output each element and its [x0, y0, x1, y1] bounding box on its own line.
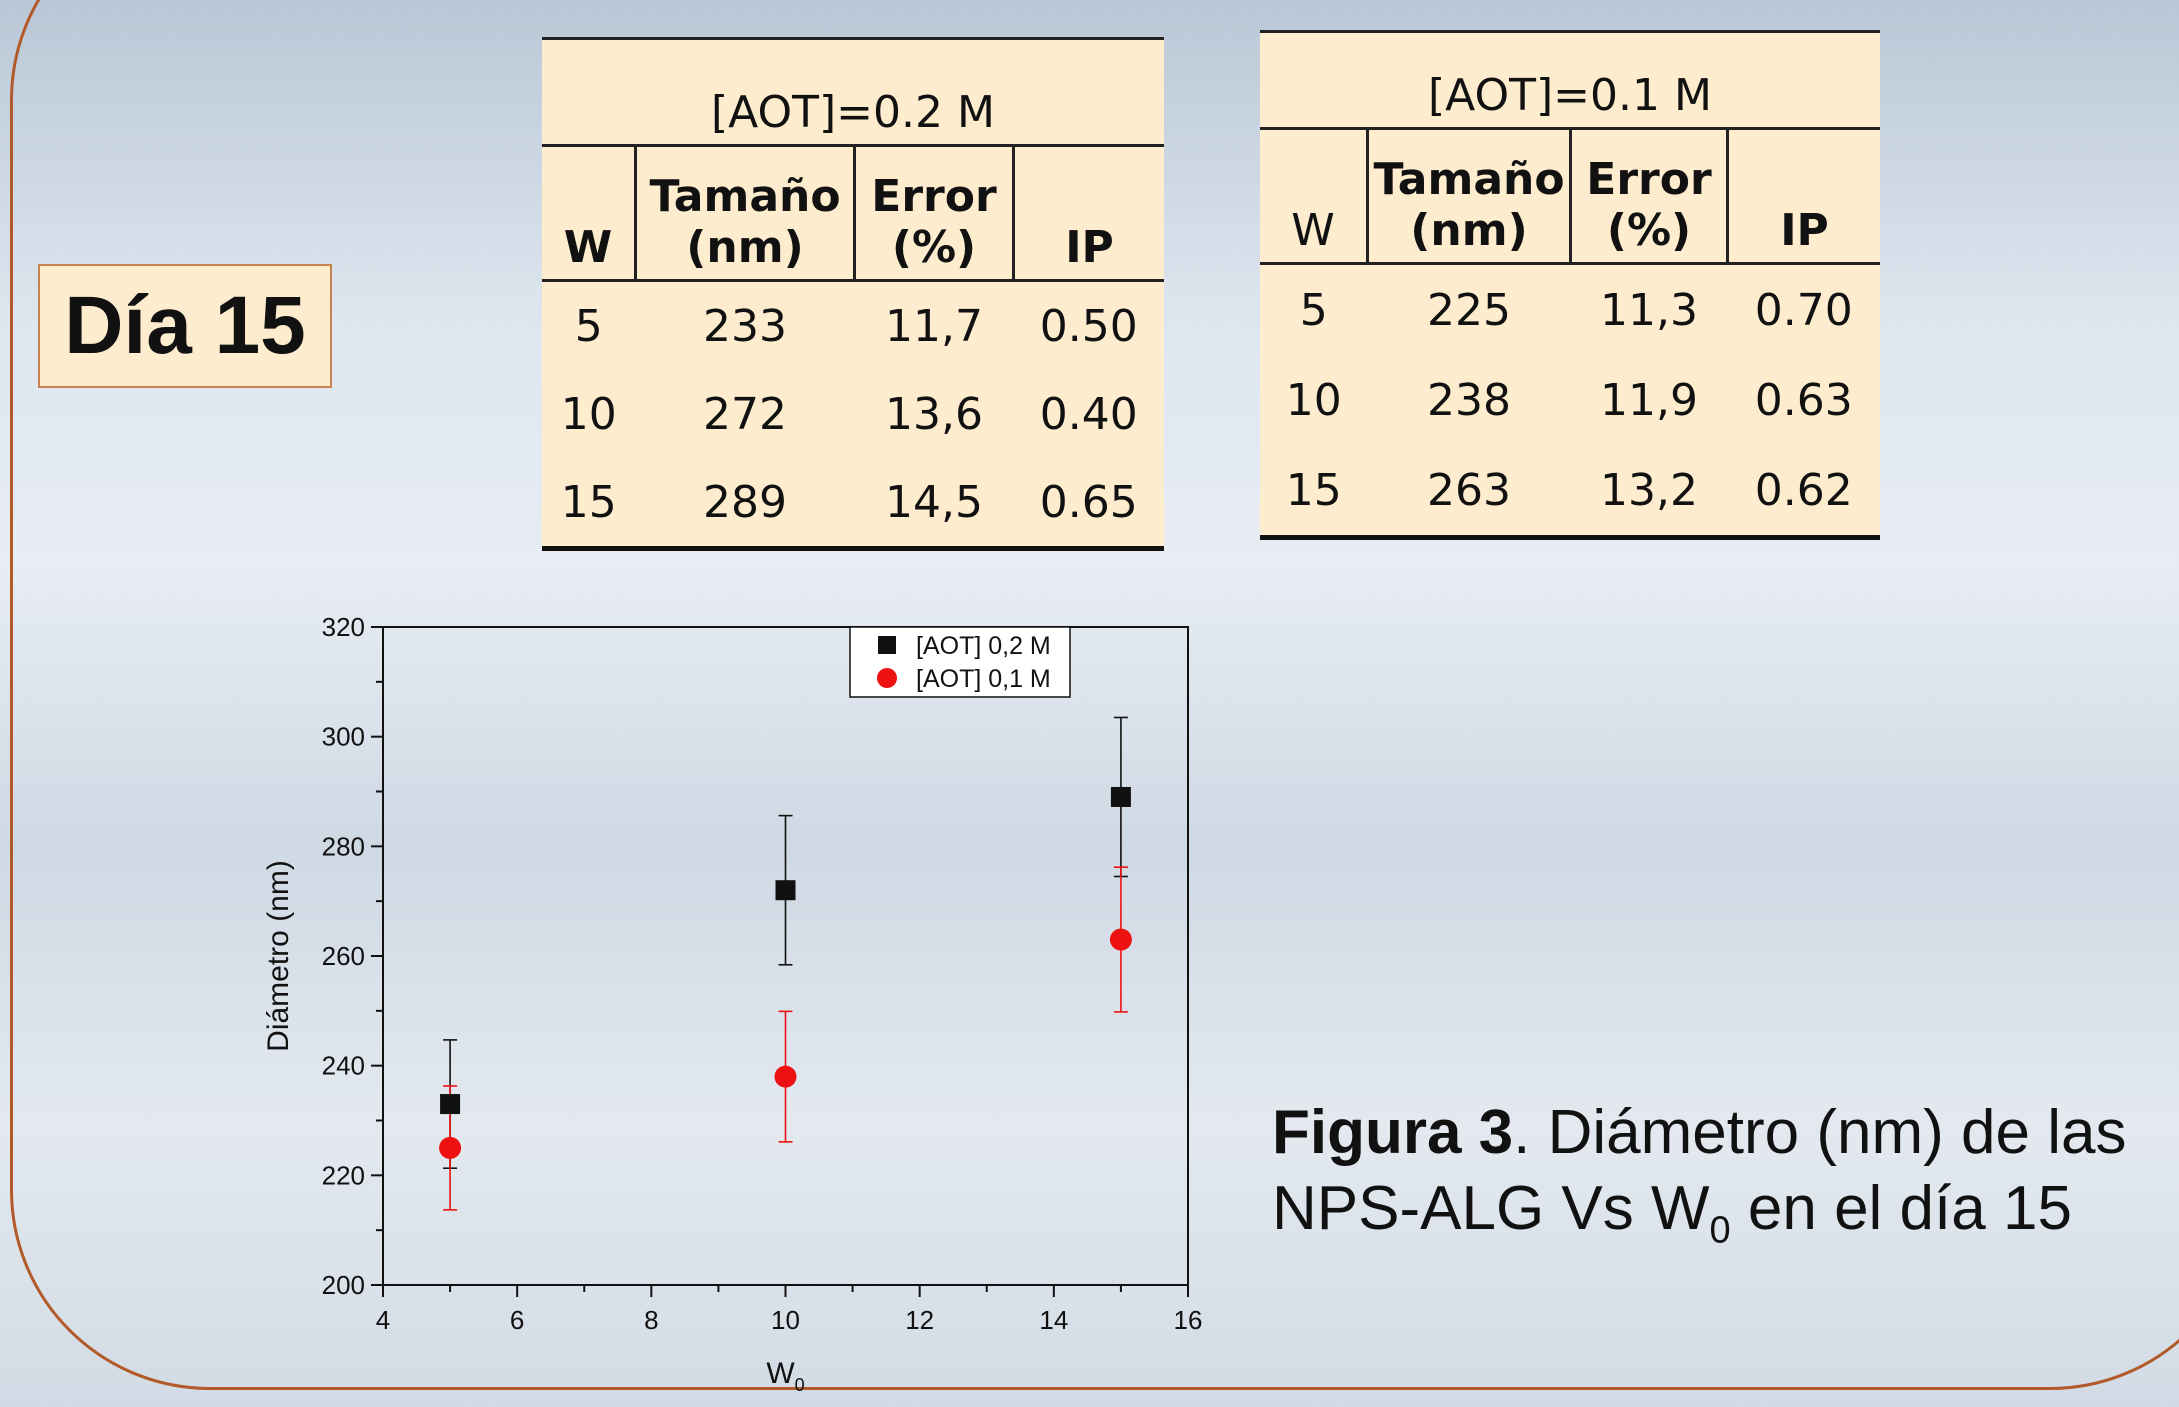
x-axis-label: W0: [766, 1357, 804, 1395]
col-header-ip: IP: [1726, 128, 1880, 265]
cell: 225: [1427, 284, 1511, 336]
cell: 15: [1260, 445, 1368, 540]
legend-marker-square: [878, 636, 896, 654]
cell: 5: [574, 300, 603, 352]
x-tick-label: 14: [1039, 1305, 1068, 1335]
table-row: 5 233 11,7 0.50: [542, 281, 1164, 371]
caption-text-end: en el día 15: [1730, 1174, 2072, 1243]
caption-text: . Diámetro (nm) de las NPS-ALG Vs W: [1272, 1098, 2127, 1243]
cell: 233: [703, 300, 787, 352]
table-aot-0-1: [AOT]=0.1 M W Tamaño (nm) Error (%) IP 5…: [1260, 30, 1880, 540]
data-point-circle: [774, 1065, 797, 1088]
cell: 14,5: [854, 458, 1014, 551]
cell: 5: [1299, 284, 1328, 336]
data-point-square: [1110, 786, 1131, 807]
day-label: Día 15: [38, 264, 332, 388]
table-aot-0-2: [AOT]=0.2 M W Tamaño (nm) Error (%) IP 5…: [542, 37, 1164, 551]
table-row: 10 272 13,6 0.40: [542, 370, 1164, 458]
table-caption: [AOT]=0.2 M: [542, 37, 1164, 147]
y-tick-label: 280: [322, 831, 365, 861]
figure-caption: Figura 3. Diámetro (nm) de las NPS-ALG V…: [1272, 1095, 2172, 1268]
table-row: 15 263 13,2 0.62: [1260, 445, 1880, 540]
x-tick-label: 8: [644, 1305, 658, 1335]
table-caption: [AOT]=0.1 M: [1260, 30, 1880, 130]
cell: 0.70: [1754, 284, 1853, 336]
cell: 10: [1285, 374, 1342, 426]
y-axis-label: Diámetro (nm): [262, 860, 295, 1052]
table-row: 15 289 14,5 0.65: [542, 458, 1164, 551]
data-point-square: [775, 880, 796, 901]
y-tick-label: 300: [322, 722, 365, 752]
table-row: 10 238 11,9 0.63: [1260, 355, 1880, 445]
x-tick-label: 4: [376, 1305, 390, 1335]
legend-marker-circle: [877, 668, 897, 688]
legend-label: [AOT] 0,1 M: [916, 665, 1051, 693]
x-axis-label-sub: 0: [795, 1375, 805, 1395]
cell: 13,2: [1570, 445, 1728, 540]
y-tick-label: 260: [322, 941, 365, 971]
cell: 0.63: [1754, 374, 1853, 426]
y-tick-label: 200: [322, 1270, 365, 1300]
cell: 11,9: [1600, 374, 1698, 426]
col-header-ip: IP: [1012, 145, 1164, 282]
col-header-size: Tamaño (nm): [634, 145, 855, 282]
cell: 0.62: [1727, 445, 1880, 540]
data-point-circle: [1109, 928, 1132, 951]
cell: 15: [542, 458, 636, 551]
cell: 13,6: [885, 388, 983, 440]
cell: 11,3: [1600, 284, 1698, 336]
cell: 0.65: [1013, 458, 1164, 551]
col-header-w: W: [1260, 128, 1368, 265]
col-header-error: Error (%): [1569, 128, 1728, 265]
cell: 0.50: [1039, 300, 1138, 352]
col-header-error: Error (%): [853, 145, 1014, 282]
cell: 272: [703, 388, 787, 440]
cell: 289: [635, 458, 855, 551]
table-row: 5 225 11,3 0.70: [1260, 264, 1880, 356]
cell: 11,7: [885, 300, 983, 352]
col-header-w: W: [542, 145, 636, 282]
cell: 263: [1367, 445, 1571, 540]
y-tick-label: 220: [322, 1160, 365, 1190]
cell: 238: [1427, 374, 1511, 426]
data-point-square: [440, 1094, 461, 1115]
slide-frame: [10, 0, 2179, 1390]
x-tick-label: 10: [771, 1305, 800, 1335]
caption-sub: 0: [1709, 1209, 1731, 1252]
x-tick-label: 6: [510, 1305, 524, 1335]
legend-label: [AOT] 0,2 M: [916, 632, 1051, 660]
data-point-circle: [439, 1136, 462, 1159]
y-tick-label: 320: [322, 612, 365, 642]
y-tick-label: 240: [322, 1051, 365, 1081]
caption-bold: Figura 3: [1272, 1098, 1514, 1167]
x-tick-label: 16: [1174, 1305, 1203, 1335]
col-header-size: Tamaño (nm): [1366, 128, 1571, 265]
cell: 10: [560, 388, 617, 440]
cell: 0.40: [1039, 388, 1138, 440]
x-tick-label: 12: [905, 1305, 934, 1335]
